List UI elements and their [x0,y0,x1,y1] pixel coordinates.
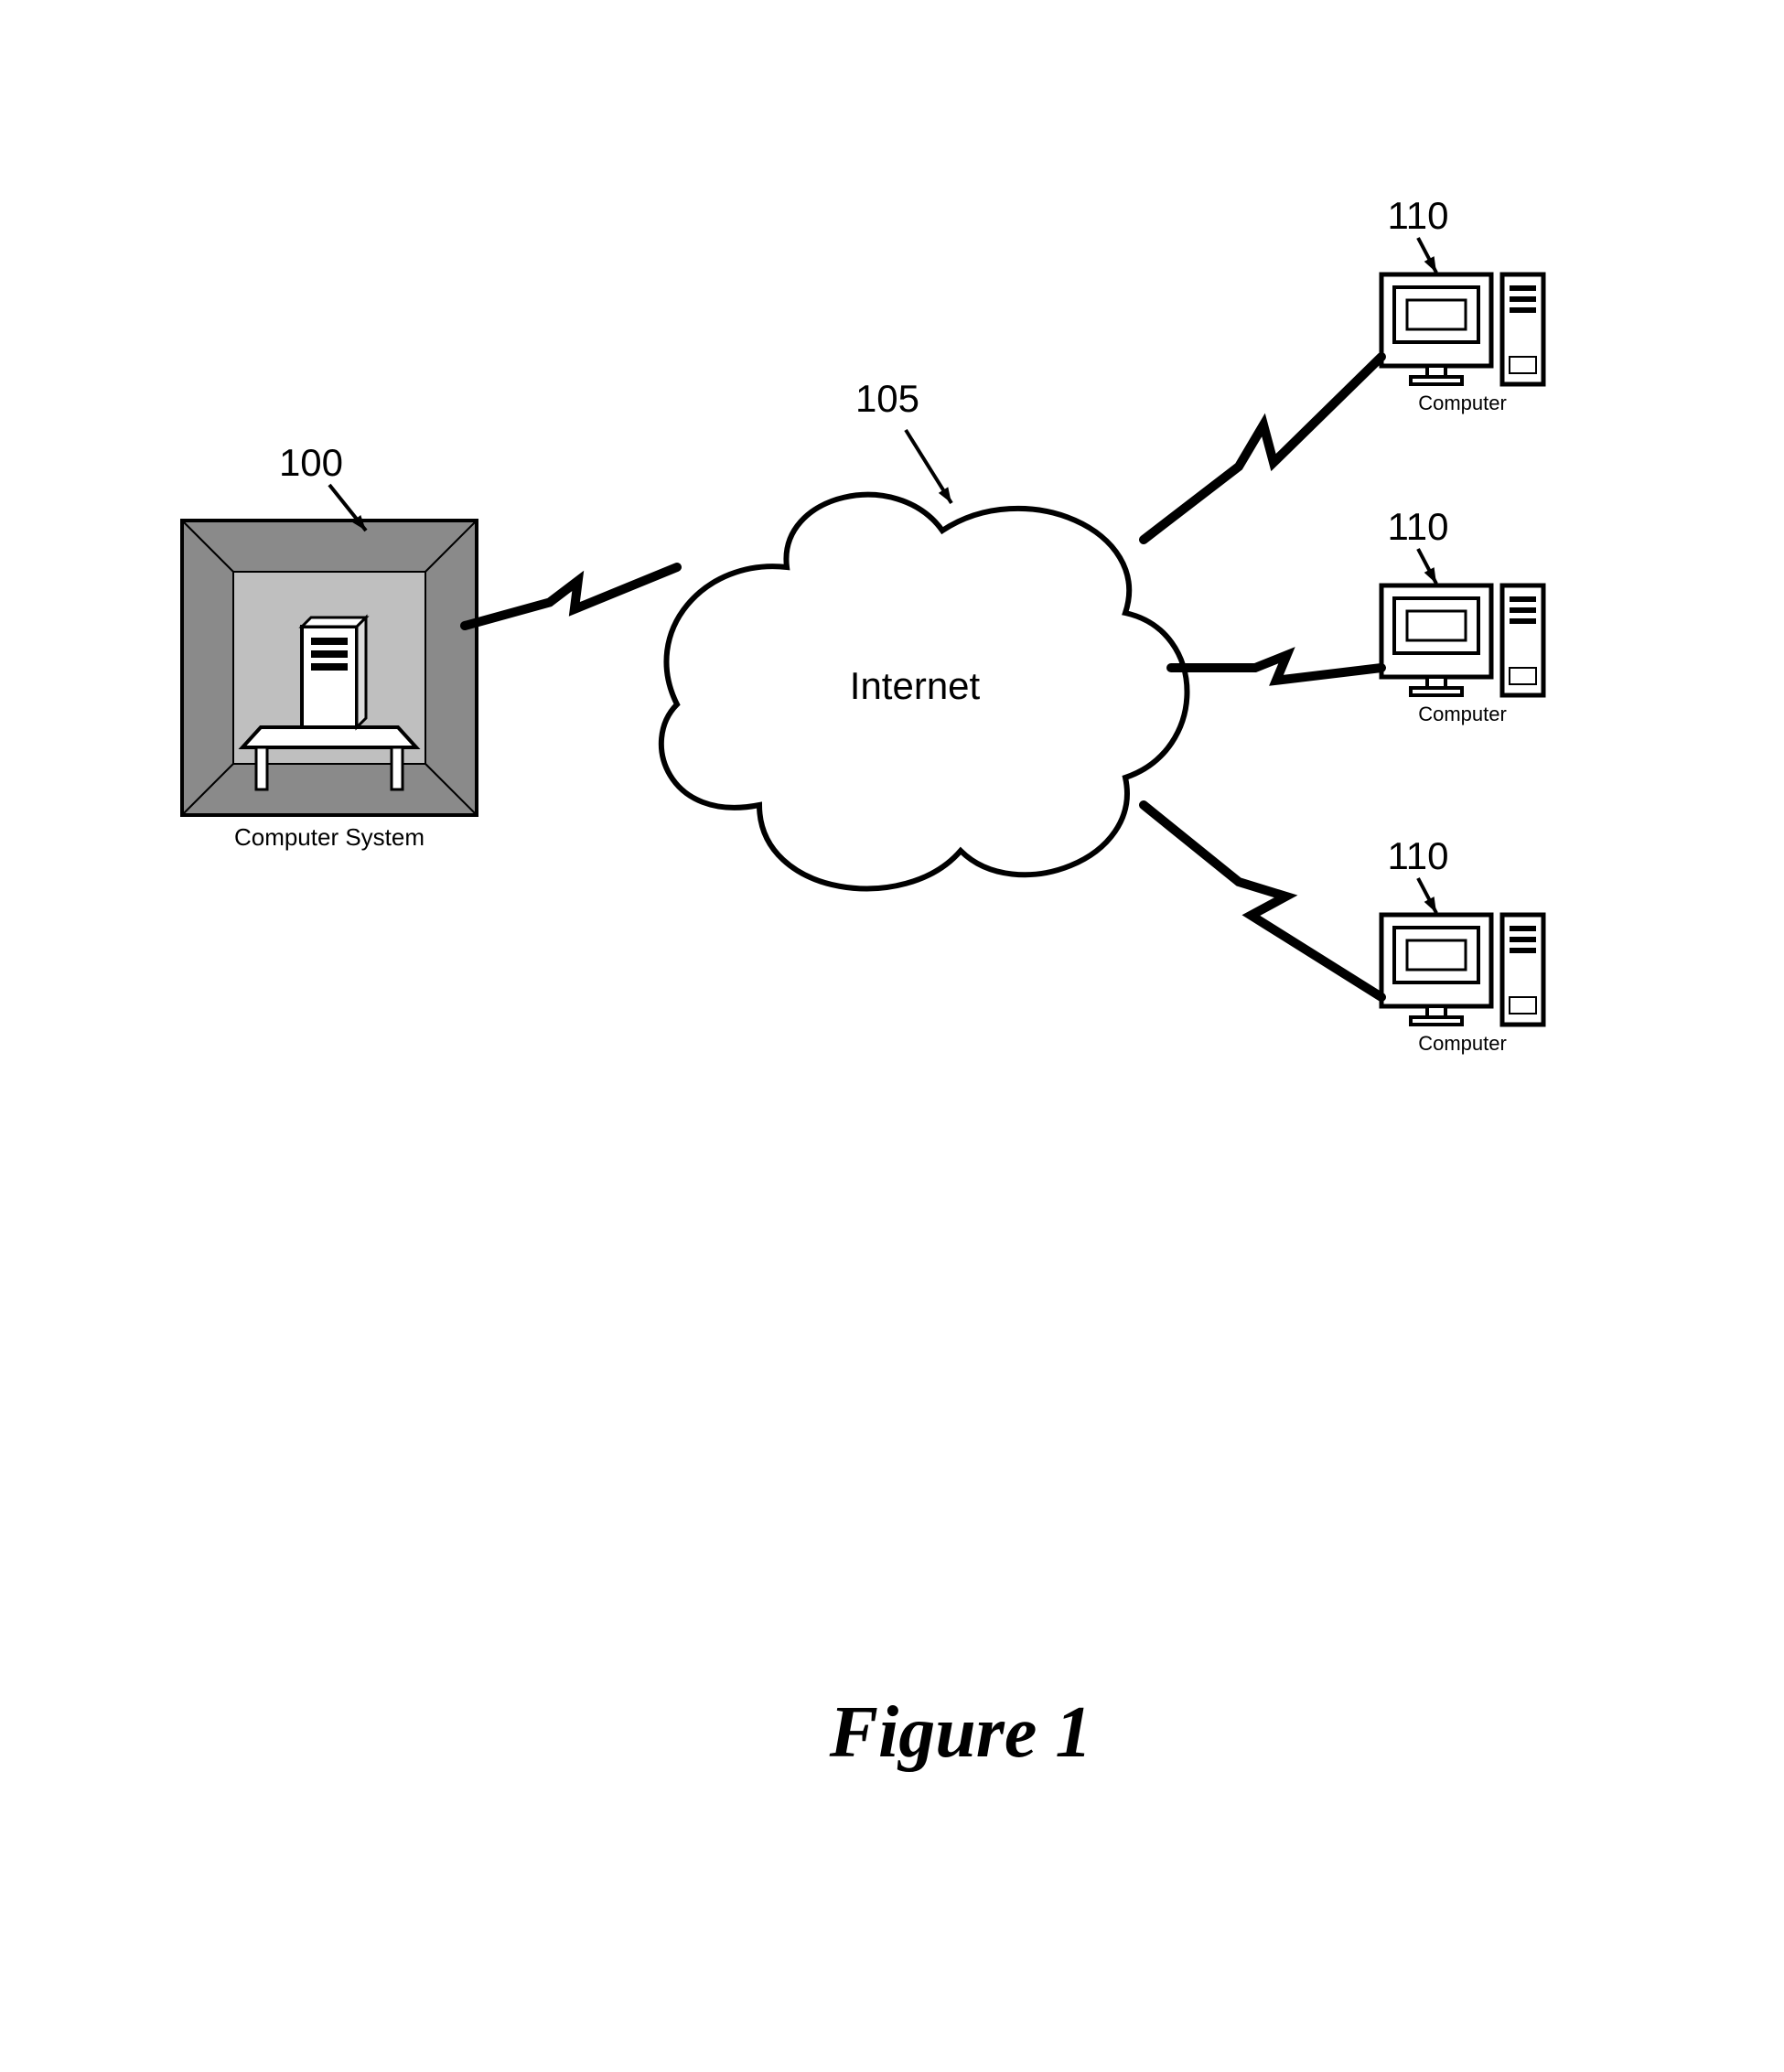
figure-label: Figure 1 [829,1692,1092,1773]
client-ref: 110 [1388,834,1449,877]
server-ref: 100 [279,441,343,484]
cloud-ref: 105 [855,377,919,420]
connection-bolt [1144,805,1381,997]
client-node [1381,585,1543,695]
server-node [183,521,476,814]
client-ref: 110 [1388,505,1449,548]
server-label: Computer System [234,823,425,851]
connection-bolt [1144,357,1381,540]
client-ref: 110 [1388,194,1449,237]
client-node [1381,915,1543,1025]
client-node [1381,274,1543,384]
cloud-label: Internet [850,664,981,707]
client-label: Computer [1418,392,1507,414]
client-label: Computer [1418,1032,1507,1055]
connection-bolt [465,567,677,626]
connection-bolt [1171,655,1381,681]
client-label: Computer [1418,703,1507,725]
